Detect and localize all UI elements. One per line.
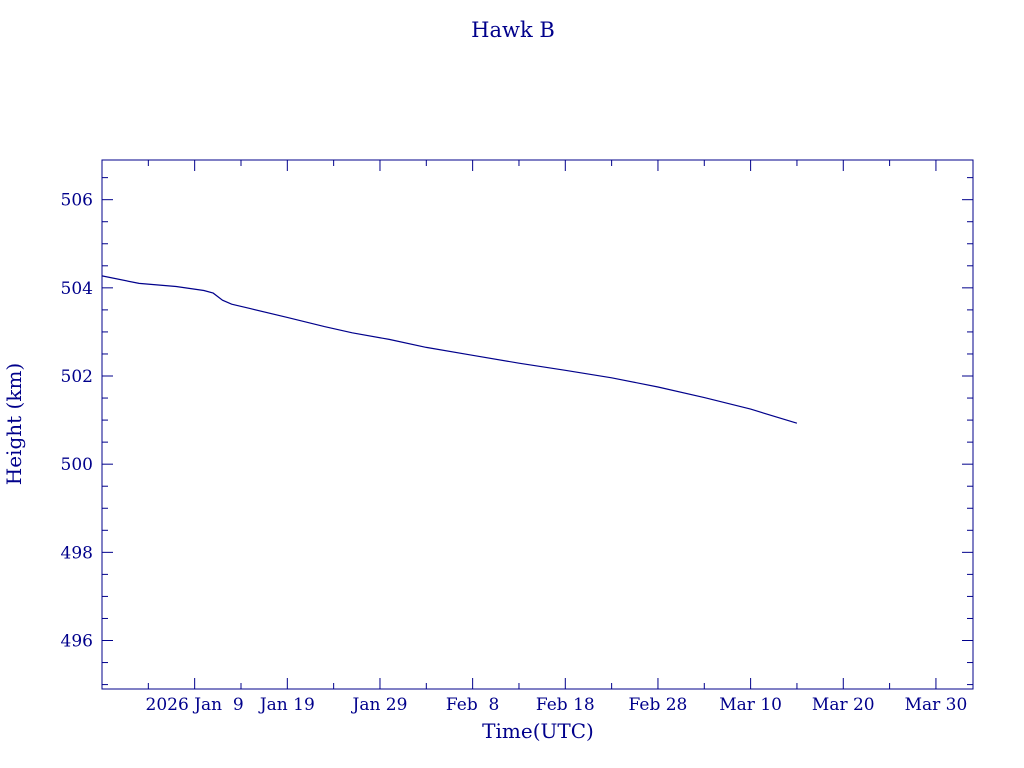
y-tick-labels: 496 498 500 502 504 506 [61,191,93,652]
x-tick-labels: 2026 Jan 9 Jan 19 Jan 29 Feb 8 Feb 18 Feb 28 M… [146,695,968,715]
y-tick-label: 506 [61,191,93,211]
x-tick-label: Feb 18 [536,695,595,715]
x-tick-label: Mar 20 [812,695,875,715]
x-axis-label: Time(UTC) [482,719,594,743]
x-tick-label: Mar 10 [719,695,782,715]
series-line [101,275,798,424]
x-tick-label: Jan 29 [351,695,408,715]
y-tick-label: 498 [61,543,93,563]
axis-ticks [102,160,973,689]
x-tick-label: Jan 19 [258,695,315,715]
x-tick-label: 2026 Jan 9 [146,695,244,715]
y-tick-label: 496 [61,632,93,652]
y-tick-label: 500 [61,455,93,475]
chart-title: Hawk B [471,18,555,42]
plot-frame [101,159,974,690]
x-tick-label: Mar 30 [905,695,968,715]
x-tick-label: Feb 8 [446,695,499,715]
y-tick-label: 504 [61,279,93,299]
x-tick-label: Feb 28 [629,695,688,715]
y-axis-label: Height (km) [2,363,26,485]
y-tick-label: 502 [61,367,93,387]
